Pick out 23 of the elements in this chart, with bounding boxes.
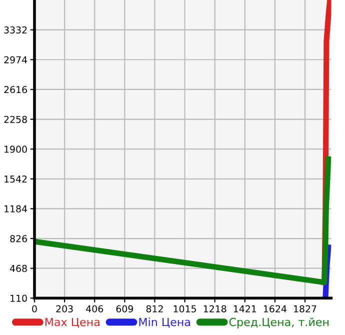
y-tick-label: 468 bbox=[10, 264, 27, 272]
legend-label: Max Цена bbox=[45, 318, 100, 328]
x-tick-label: 1218 bbox=[204, 305, 226, 312]
x-tick-label: 1421 bbox=[234, 305, 256, 312]
x-tick-label: 609 bbox=[116, 305, 134, 312]
x-tick-label: 1015 bbox=[174, 305, 196, 312]
y-tick-label: 1184 bbox=[4, 205, 28, 212]
y-tick-label: 110 bbox=[10, 294, 27, 302]
legend-label: Min Цена bbox=[139, 318, 190, 328]
legend-label: Сред.Цена, т.йен bbox=[229, 318, 329, 328]
y-tick-label: 2974 bbox=[4, 56, 28, 64]
x-tick-label: 812 bbox=[146, 305, 163, 312]
x-tick-label: 0 bbox=[32, 305, 37, 312]
x-tick-label: 203 bbox=[56, 305, 73, 312]
y-tick-label: 1542 bbox=[4, 175, 27, 183]
x-tick-label: 1827 bbox=[294, 305, 316, 312]
y-tick-label: 826 bbox=[10, 235, 27, 242]
x-tick-label: 406 bbox=[86, 305, 104, 312]
y-tick-label: 2258 bbox=[4, 116, 27, 123]
y-tick-label: 2616 bbox=[4, 86, 27, 94]
y-tick-label: 1900 bbox=[4, 146, 27, 153]
x-tick-label: 1624 bbox=[264, 305, 286, 312]
y-tick-label: 3332 bbox=[4, 26, 27, 34]
